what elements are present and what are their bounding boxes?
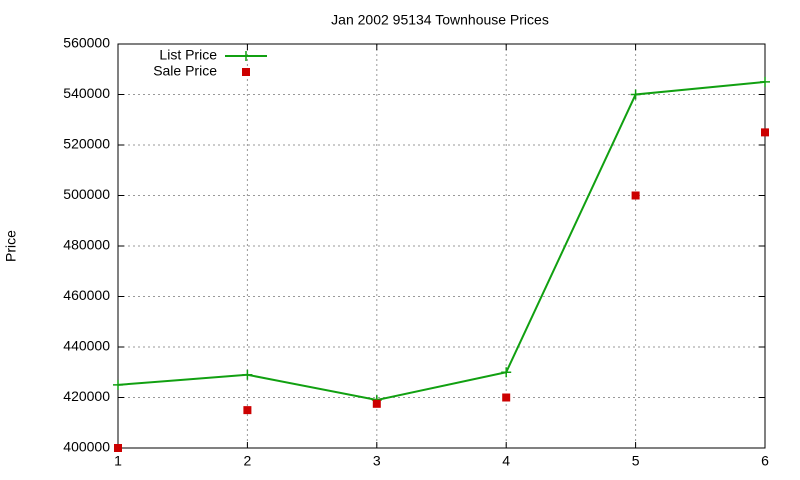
legend-marker xyxy=(241,51,251,61)
data-point xyxy=(502,393,511,402)
data-point xyxy=(631,191,640,200)
data-point xyxy=(630,89,641,100)
y-tick-label: 420000 xyxy=(63,388,110,404)
data-point xyxy=(761,128,769,137)
plot-frame xyxy=(117,43,766,449)
y-tick-label: 500000 xyxy=(63,186,110,202)
y-tick-label: 400000 xyxy=(63,439,110,455)
x-tick-label: 3 xyxy=(373,453,381,469)
data-point xyxy=(243,406,252,415)
data-point xyxy=(242,369,253,380)
y-tick-label: 480000 xyxy=(63,237,110,253)
y-tick-label: 460000 xyxy=(63,287,110,303)
data-point xyxy=(760,76,770,87)
y-tick-label: 560000 xyxy=(63,35,110,51)
y-tick-label: 440000 xyxy=(63,338,110,354)
data-point xyxy=(501,367,512,378)
series-line xyxy=(117,80,766,402)
y-tick-label: 520000 xyxy=(63,136,110,152)
y-tick-label: 540000 xyxy=(63,85,110,101)
legend-label: List Price xyxy=(159,47,217,63)
x-tick-label: 1 xyxy=(114,453,122,469)
data-point xyxy=(113,379,123,390)
chart-title: Jan 2002 95134 Townhouse Prices xyxy=(331,12,549,28)
x-tick-label: 5 xyxy=(632,453,640,469)
data-point xyxy=(114,444,122,452)
y-axis-label: Price xyxy=(3,230,19,262)
legend-label: Sale Price xyxy=(153,63,217,79)
x-tick-label: 2 xyxy=(244,453,252,469)
x-tick-label: 6 xyxy=(761,453,769,469)
data-point xyxy=(372,399,381,408)
x-tick-label: 4 xyxy=(502,453,510,469)
legend-marker xyxy=(242,68,250,76)
